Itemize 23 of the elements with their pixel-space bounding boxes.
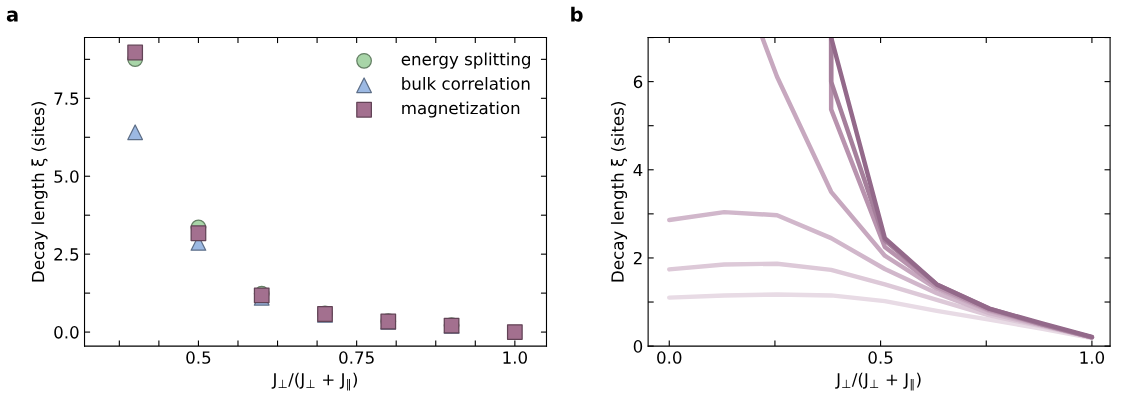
y-tick-label: 7.5 bbox=[54, 92, 79, 105]
x-tick-label: 1.0 bbox=[503, 351, 527, 364]
legend-label: magnetization bbox=[402, 101, 520, 118]
x-tick-label: 1.0 bbox=[1080, 351, 1105, 364]
y-axis-title: Decay length ξ (sites) bbox=[610, 102, 628, 282]
y-axis-title: Decay length ξ (sites) bbox=[31, 102, 48, 282]
x-tick-label: 0.75 bbox=[339, 351, 374, 364]
x-tick-label: 0.5 bbox=[868, 351, 893, 364]
x-axis-title: J$_{⊥}$/(J$_{⊥}$ + J$_{∥}$) bbox=[271, 372, 358, 391]
chart-title: a bbox=[6, 10, 18, 22]
y-tick-label: 4 bbox=[633, 163, 643, 177]
y-tick-label: 2.5 bbox=[54, 248, 79, 261]
y-tick-label: 6 bbox=[633, 75, 643, 89]
x-tick-label: 0.0 bbox=[657, 351, 682, 364]
y-tick-label: 5.0 bbox=[54, 170, 79, 183]
y-tick-label: 2 bbox=[633, 251, 642, 265]
legend-label: bulk correlation bbox=[402, 76, 530, 90]
x-tick-label: 0.5 bbox=[186, 351, 211, 364]
y-tick-label: 0 bbox=[633, 340, 643, 353]
legend-label: energy splitting bbox=[401, 52, 530, 69]
chart-title: b bbox=[571, 6, 583, 22]
x-axis-title: J$_{⊥}$/(J$_{⊥}$ + J$_{∥}$) bbox=[835, 372, 921, 391]
y-tick-label: 0.0 bbox=[54, 326, 79, 339]
